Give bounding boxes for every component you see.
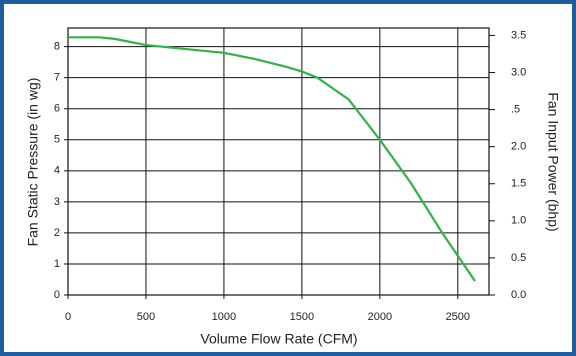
y-tick-label: 3	[54, 196, 60, 208]
plot-frame	[67, 27, 490, 296]
y2-tick-label: 3.5	[511, 29, 526, 41]
y-tick-label: 6	[54, 103, 60, 115]
x-axis-title: Volume Flow Rate (CFM)	[200, 331, 357, 347]
y2-tick-label: 0.5	[511, 252, 526, 264]
x-tick-label: 1000	[212, 311, 236, 323]
y2-tick-label: 0.0	[511, 289, 526, 301]
y-tick-label: 5	[54, 134, 60, 146]
y-axis-title: Fan Static Pressure (in wg)	[25, 78, 41, 247]
y2-tick-label: .5	[511, 103, 520, 115]
y2-tick-label: 2.0	[511, 141, 526, 153]
y-tick-label: 0	[54, 289, 60, 301]
y2-axis-title: Fan Input Power (bhp)	[545, 92, 561, 231]
y-tick-label: 7	[54, 72, 60, 84]
x-tick-label: 2000	[368, 311, 392, 323]
y2-tick-label: 3.0	[511, 66, 526, 78]
y-tick-label: 4	[54, 165, 60, 177]
data-line	[68, 36, 476, 282]
y-tick-label: 8	[54, 41, 60, 53]
y2-tick-label: 1.0	[511, 215, 526, 227]
y-tick-label: 2	[54, 227, 60, 239]
y2-tick-label: 1.5	[511, 178, 526, 190]
x-tick-label: 0	[65, 311, 71, 323]
y-tick-label: 1	[54, 258, 60, 270]
x-tick-label: 1500	[290, 311, 314, 323]
x-tick-label: 500	[137, 311, 155, 323]
x-tick-label: 2500	[446, 311, 470, 323]
